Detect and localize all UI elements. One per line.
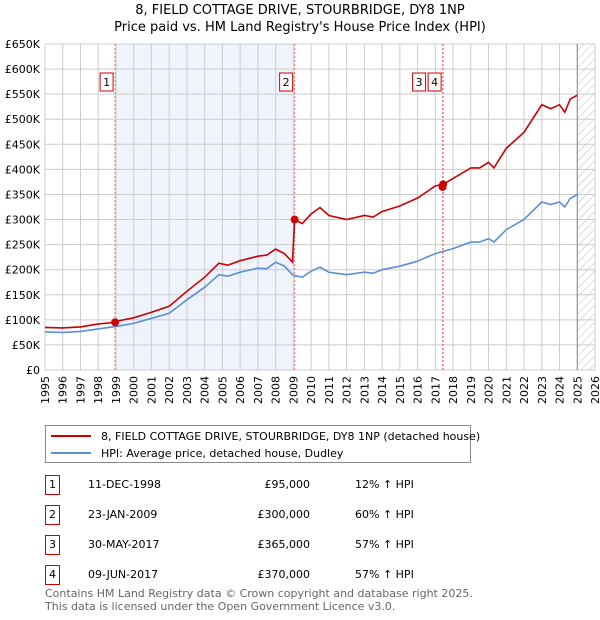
property-series-line xyxy=(44,94,578,329)
y-tick-label: £100K xyxy=(5,314,41,327)
transaction-hpi-change: 60% ↑ HPI xyxy=(355,508,414,521)
footer-licence: This data is licensed under the Open Gov… xyxy=(45,600,396,613)
x-tick-label: 2010 xyxy=(305,376,318,404)
transaction-row: 3 30-MAY-2017 £365,000 57% ↑ HPI xyxy=(45,535,485,555)
x-tick-label: 2020 xyxy=(483,376,496,404)
hpi-series-line xyxy=(44,193,578,334)
transaction-price: £95,000 xyxy=(264,478,311,491)
x-tick-label: 1995 xyxy=(39,376,52,404)
x-tick-label: 2005 xyxy=(216,376,229,404)
y-tick-label: £500K xyxy=(5,113,41,126)
x-tick-label: 1999 xyxy=(110,376,123,404)
legend-label-hpi: HPI: Average price, detached house, Dudl… xyxy=(101,446,344,460)
transaction-number-badge: 2 xyxy=(45,505,60,525)
y-tick-label: £250K xyxy=(5,239,41,252)
sale-label-number: 3 xyxy=(416,76,423,89)
legend-swatch-red xyxy=(51,435,91,437)
legend-swatch-blue xyxy=(51,452,91,454)
y-tick-label: £650K xyxy=(5,38,41,51)
x-tick-label: 2003 xyxy=(181,376,194,404)
x-tick-label: 2001 xyxy=(145,376,158,404)
y-tick-label: £150K xyxy=(5,289,41,302)
legend-item-property: 8, FIELD COTTAGE DRIVE, STOURBRIDGE, DY8… xyxy=(46,428,480,444)
x-tick-label: 2026 xyxy=(589,376,600,404)
sale-label-number: 4 xyxy=(431,76,438,89)
x-tick-label: 2018 xyxy=(447,376,460,404)
x-tick-label: 2009 xyxy=(287,376,300,404)
y-tick-label: £450K xyxy=(5,138,41,151)
y-tick-label: £550K xyxy=(5,88,41,101)
transaction-date: 09-JUN-2017 xyxy=(88,568,159,581)
sale-point xyxy=(111,318,120,327)
x-tick-label: 2023 xyxy=(536,376,549,404)
transaction-row: 1 11-DEC-1998 £95,000 12% ↑ HPI xyxy=(45,475,485,495)
x-tick-label: 2014 xyxy=(376,376,389,404)
x-tick-label: 2024 xyxy=(554,376,567,404)
sale-label-box xyxy=(427,72,442,92)
transaction-row: 2 23-JAN-2009 £300,000 60% ↑ HPI xyxy=(45,505,485,525)
chart-subtitle: Price paid vs. HM Land Registry's House … xyxy=(114,20,486,35)
x-tick-label: 1997 xyxy=(74,376,87,404)
x-tick-label: 2017 xyxy=(429,376,442,404)
x-tick-label: 1996 xyxy=(57,376,70,404)
y-tick-label: £600K xyxy=(5,63,41,76)
y-tick-label: £300K xyxy=(5,214,41,227)
legend-label-property: 8, FIELD COTTAGE DRIVE, STOURBRIDGE, DY8… xyxy=(101,429,481,443)
legend-item-hpi: HPI: Average price, detached house, Dudl… xyxy=(46,445,343,461)
transaction-date: 23-JAN-2009 xyxy=(88,508,158,521)
x-tick-label: 2022 xyxy=(518,376,531,404)
y-tick-label: £350K xyxy=(5,188,41,201)
transaction-hpi-change: 57% ↑ HPI xyxy=(355,538,414,551)
y-tick-label: £200K xyxy=(5,264,41,277)
legend: 8, FIELD COTTAGE DRIVE, STOURBRIDGE, DY8… xyxy=(45,425,480,463)
sale-label-number: 1 xyxy=(103,76,110,89)
sale-label-box xyxy=(412,72,427,92)
x-tick-label: 2008 xyxy=(270,376,283,404)
transaction-hpi-change: 57% ↑ HPI xyxy=(355,568,414,581)
transaction-hpi-change: 12% ↑ HPI xyxy=(355,478,414,491)
sale-point xyxy=(439,180,448,189)
y-tick-label: £400K xyxy=(5,163,41,176)
footer: Contains HM Land Registry data © Crown c… xyxy=(45,587,473,613)
transaction-price: £370,000 xyxy=(257,568,311,581)
x-tick-label: 2004 xyxy=(199,376,212,404)
line-chart: 1995 1996 1997 1998 1999 2000 2001 2002 2003 2004… xyxy=(5,38,600,404)
x-tick-label: 2025 xyxy=(571,376,584,404)
sale-label-number: 2 xyxy=(283,76,290,89)
x-tick-label: 2015 xyxy=(394,376,407,404)
x-tick-label: 2006 xyxy=(234,376,247,404)
y-tick-label: £0 xyxy=(26,364,40,377)
transaction-date: 30-MAY-2017 xyxy=(88,538,160,551)
x-tick-label: 2007 xyxy=(252,376,265,404)
sale-label-box xyxy=(279,72,294,92)
x-tick-label: 2013 xyxy=(358,376,371,404)
x-tick-label: 2012 xyxy=(341,376,354,404)
forecast-hatch-region xyxy=(577,44,595,370)
transaction-row: 4 09-JUN-2017 £370,000 57% ↑ HPI xyxy=(45,565,485,585)
y-tick-label: £50K xyxy=(12,339,41,352)
x-tick-label: 2019 xyxy=(465,376,478,404)
x-tick-label: 2002 xyxy=(163,376,176,404)
transaction-date: 11-DEC-1998 xyxy=(88,478,162,491)
footer-copyright: Contains HM Land Registry data © Crown c… xyxy=(45,587,473,600)
chart-title: 8, FIELD COTTAGE DRIVE, STOURBRIDGE, DY8… xyxy=(135,3,465,18)
transaction-number-badge: 4 xyxy=(45,565,60,585)
transaction-number-badge: 1 xyxy=(45,475,60,495)
x-tick-label: 1998 xyxy=(92,376,105,404)
x-tick-label: 2021 xyxy=(500,376,513,404)
transaction-price: £300,000 xyxy=(257,508,311,521)
x-tick-label: 2000 xyxy=(128,376,141,404)
sale-label-box xyxy=(99,72,114,92)
sale-point xyxy=(290,215,299,224)
x-tick-label: 2016 xyxy=(412,376,425,404)
x-tick-label: 2011 xyxy=(323,376,336,404)
transaction-price: £365,000 xyxy=(257,538,311,551)
transaction-number-badge: 3 xyxy=(45,535,60,555)
